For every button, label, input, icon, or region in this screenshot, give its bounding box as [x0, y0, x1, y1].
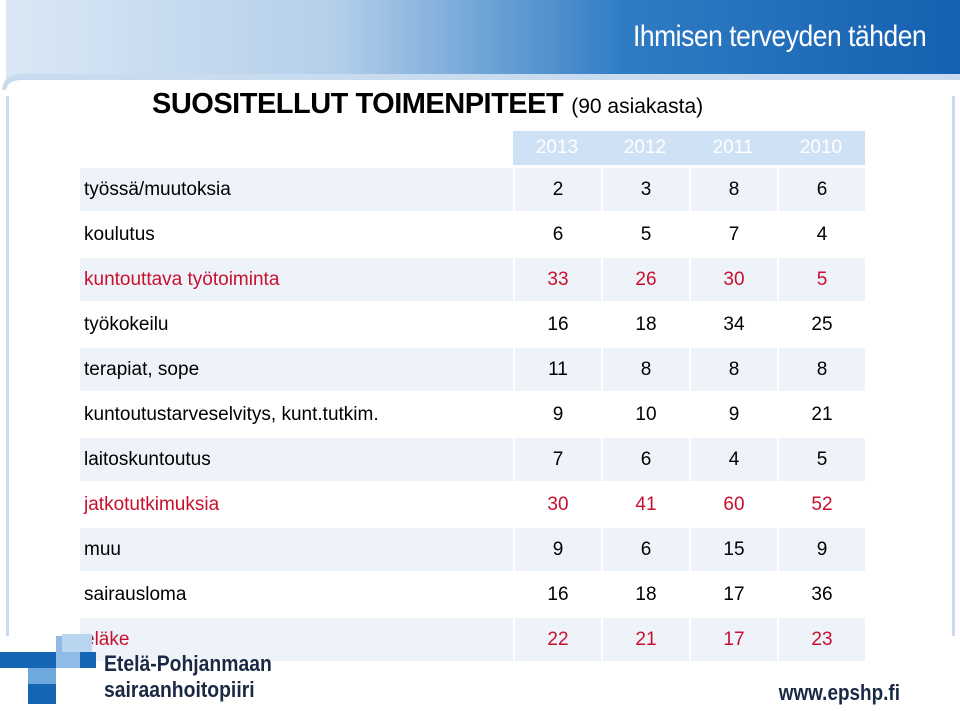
org-line2: sairaanhoitopiiri	[104, 677, 255, 702]
cell-value: 8	[777, 348, 865, 393]
cell-value: 17	[689, 618, 777, 663]
table-row: eläke 22 21 17 23	[80, 618, 865, 663]
cell-value: 8	[689, 348, 777, 393]
cell-value: 9	[513, 528, 601, 573]
cell-value: 8	[601, 348, 689, 393]
cell-value: 4	[689, 438, 777, 483]
cell-value: 25	[777, 303, 865, 348]
cell-value: 30	[513, 483, 601, 528]
row-label: sairausloma	[80, 573, 513, 618]
table-header-row: 2013 2012 2011 2010	[80, 131, 865, 168]
logo-mark	[0, 632, 100, 711]
cell-value: 4	[777, 213, 865, 258]
table-row: kuntoutustarveselvitys, kunt.tutkim. 9 10 9…	[80, 393, 865, 438]
right-rule	[952, 96, 955, 636]
data-table: 2013 2012 2011 2010 työssä/muutoksia 2 3 8 6…	[80, 131, 865, 663]
tagline: Ihmisen terveyden tähden	[632, 20, 927, 53]
column-header: 2012	[601, 131, 689, 168]
table-row: terapiat, sope 11 8 8 8	[80, 348, 865, 393]
cell-value: 6	[601, 438, 689, 483]
table-row: koulutus 6 5 7 4	[80, 213, 865, 258]
cell-value: 5	[777, 438, 865, 483]
cell-value: 41	[601, 483, 689, 528]
cell-value: 21	[601, 618, 689, 663]
table-row: sairausloma 16 18 17 36	[80, 573, 865, 618]
row-label: eläke	[80, 618, 513, 663]
cell-value: 6	[513, 213, 601, 258]
cell-value: 2	[513, 168, 601, 213]
cell-value: 60	[689, 483, 777, 528]
org-line1: Etelä-Pohjanmaan	[104, 651, 272, 676]
column-header: 2010	[777, 131, 865, 168]
cell-value: 9	[513, 393, 601, 438]
cell-value: 18	[601, 573, 689, 618]
cell-value: 30	[689, 258, 777, 303]
cell-value: 21	[777, 393, 865, 438]
table-row: työkokeilu 16 18 34 25	[80, 303, 865, 348]
table-body: työssä/muutoksia 2 3 8 6 koulutus 6 5 7 4 kuntoutt…	[80, 168, 865, 663]
org-name: Etelä-Pohjanmaan sairaanhoitopiiri	[104, 653, 295, 701]
table-row: työssä/muutoksia 2 3 8 6	[80, 168, 865, 213]
row-label: terapiat, sope	[80, 348, 513, 393]
row-label: jatkotutkimuksia	[80, 483, 513, 528]
cell-value: 7	[513, 438, 601, 483]
header-blank	[80, 131, 513, 168]
cell-value: 23	[777, 618, 865, 663]
cell-value: 7	[689, 213, 777, 258]
row-label: kuntouttava työtoiminta	[80, 258, 513, 303]
cell-value: 26	[601, 258, 689, 303]
cell-value: 10	[601, 393, 689, 438]
row-label: kuntoutustarveselvitys, kunt.tutkim.	[80, 393, 513, 438]
page-title: SUOSITELLUT TOIMENPITEET (90 asiakasta)	[152, 88, 703, 121]
left-rule	[6, 96, 9, 636]
header-band-shape	[0, 0, 960, 90]
cell-value: 33	[513, 258, 601, 303]
row-label: laitoskuntoutus	[80, 438, 513, 483]
table-row: laitoskuntoutus 7 6 4 5	[80, 438, 865, 483]
title-sub: (90 asiakasta)	[571, 95, 704, 118]
cell-value: 9	[689, 393, 777, 438]
cell-value: 6	[777, 168, 865, 213]
cell-value: 16	[513, 573, 601, 618]
cell-value: 5	[601, 213, 689, 258]
cell-value: 18	[601, 303, 689, 348]
column-header: 2011	[689, 131, 777, 168]
cell-value: 36	[777, 573, 865, 618]
row-label: koulutus	[80, 213, 513, 258]
table-row: muu 9 6 15 9	[80, 528, 865, 573]
column-header: 2013	[513, 131, 601, 168]
row-label: työssä/muutoksia	[80, 168, 513, 213]
cell-value: 17	[689, 573, 777, 618]
header-band: Ihmisen terveyden tähden	[0, 0, 960, 90]
row-label: työkokeilu	[80, 303, 513, 348]
cell-value: 9	[777, 528, 865, 573]
cell-value: 52	[777, 483, 865, 528]
cell-value: 6	[601, 528, 689, 573]
table-row: jatkotutkimuksia 30 41 60 52	[80, 483, 865, 528]
cell-value: 15	[689, 528, 777, 573]
title-main: SUOSITELLUT TOIMENPITEET	[152, 88, 564, 120]
cell-value: 16	[513, 303, 601, 348]
cross-logo-icon	[0, 634, 96, 704]
cell-value: 34	[689, 303, 777, 348]
table-row: kuntouttava työtoiminta 33 26 30 5	[80, 258, 865, 303]
cell-value: 22	[513, 618, 601, 663]
website-link[interactable]: www.epshp.fi	[778, 680, 900, 705]
cell-value: 3	[601, 168, 689, 213]
cell-value: 11	[513, 348, 601, 393]
cell-value: 8	[689, 168, 777, 213]
row-label: muu	[80, 528, 513, 573]
cell-value: 5	[777, 258, 865, 303]
